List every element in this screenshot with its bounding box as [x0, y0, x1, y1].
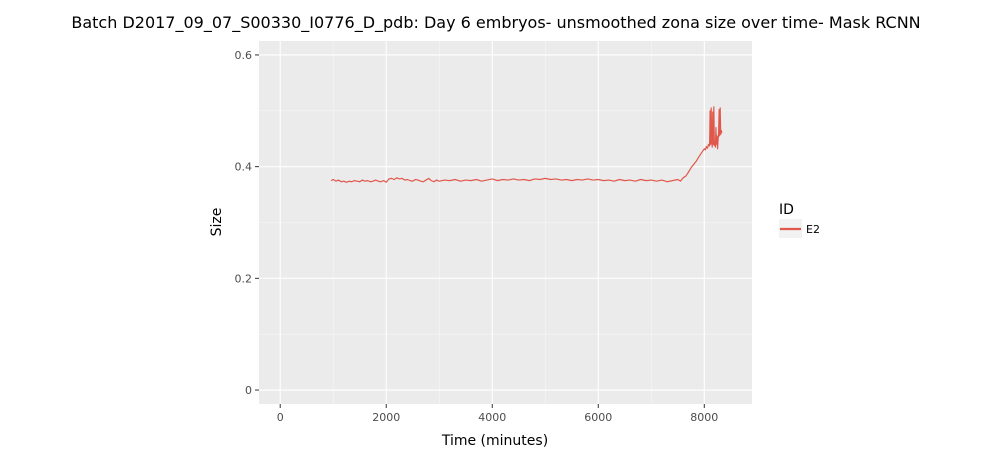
y-tick-label: 0.2 — [235, 272, 253, 285]
grid-minor — [259, 41, 752, 404]
y-tick-label: 0 — [245, 384, 252, 397]
legend: ID E2 — [779, 202, 820, 238]
legend-title: ID — [779, 202, 794, 218]
x-axis-label: Time (minutes) — [441, 433, 548, 449]
legend-label-e2: E2 — [806, 223, 820, 236]
series-line-e2 — [330, 106, 723, 183]
x-axis-ticks: 0 2000 4000 6000 8000 — [277, 404, 718, 424]
chart-title: Batch D2017_09_07_S00330_I0776_D_pdb: Da… — [71, 13, 920, 33]
y-tick-label: 0.4 — [235, 161, 253, 174]
x-tick-label: 0 — [277, 411, 284, 424]
y-axis-ticks: 0 0.2 0.4 0.6 — [235, 49, 259, 397]
x-tick-label: 6000 — [584, 411, 612, 424]
x-tick-label: 8000 — [690, 411, 718, 424]
x-tick-label: 4000 — [478, 411, 506, 424]
y-tick-label: 0.6 — [235, 49, 253, 62]
x-tick-label: 2000 — [372, 411, 400, 424]
y-axis-label: Size — [209, 208, 225, 237]
series-layer — [330, 106, 723, 183]
grid-major — [259, 41, 752, 404]
